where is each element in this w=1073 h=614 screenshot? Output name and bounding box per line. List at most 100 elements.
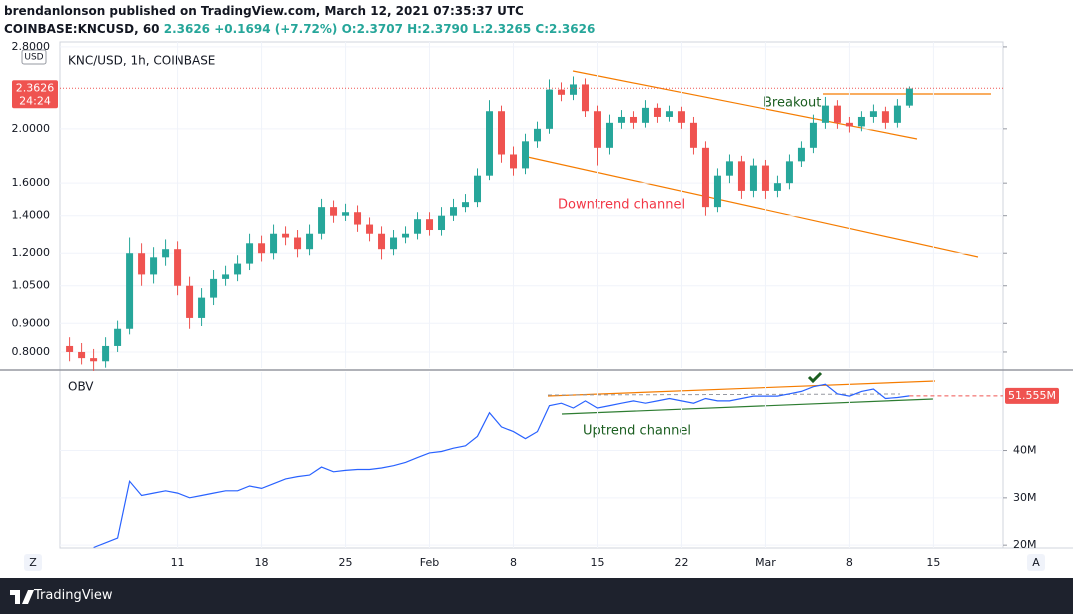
- candle-body: [198, 297, 206, 318]
- candle-body: [102, 345, 110, 362]
- candle-body: [617, 116, 625, 123]
- candle-body: [581, 84, 589, 112]
- candle-body: [318, 207, 326, 234]
- candle-body: [522, 141, 530, 169]
- button-label[interactable]: Z: [29, 556, 37, 569]
- last-value-box: [1005, 387, 1059, 404]
- candle-body: [186, 285, 194, 318]
- candle-body: [354, 212, 362, 225]
- pane-title: OBV: [68, 380, 94, 394]
- candle-body: [641, 107, 649, 123]
- trend-line: [572, 70, 918, 140]
- trend-line: [547, 393, 901, 396]
- candle-body: [869, 111, 877, 117]
- candle-body: [893, 105, 901, 123]
- candle-body: [402, 233, 410, 238]
- candle-body: [462, 202, 470, 208]
- brand: TradingView: [34, 588, 113, 603]
- annotation: Uptrend channel: [583, 424, 691, 439]
- candle-body: [378, 233, 386, 250]
- candle-body: [533, 128, 541, 142]
- candle-body: [162, 249, 170, 258]
- candle-body: [665, 111, 673, 117]
- candle-body: [114, 328, 122, 346]
- candle-body: [905, 88, 913, 106]
- candle-body: [821, 105, 829, 123]
- candle-body: [294, 237, 302, 250]
- candle-body: [629, 116, 637, 123]
- y-tick-label: 0.8000: [12, 345, 51, 358]
- candle-body: [797, 147, 805, 162]
- candle-body: [426, 219, 434, 231]
- x-tick-label: 8: [510, 556, 517, 569]
- currency: USD: [24, 53, 43, 63]
- candle-body: [677, 111, 685, 123]
- candle-body: [737, 161, 745, 191]
- button[interactable]: [1027, 554, 1045, 571]
- candle-body: [306, 233, 314, 250]
- candle-body: [773, 183, 781, 191]
- candle-body: [857, 116, 865, 127]
- candle-body: [593, 111, 601, 148]
- candle-body: [258, 243, 266, 254]
- candle-body: [557, 89, 565, 95]
- symbol: COINBASE:KNCUSD, 60: [4, 22, 160, 36]
- y-tick-label: 40M: [1013, 444, 1037, 457]
- countdown: 24:24: [19, 94, 51, 107]
- candle-body: [366, 224, 374, 234]
- candle-body: [749, 165, 757, 191]
- candle-body: [569, 84, 577, 95]
- footer-bar: TradingView: [0, 578, 1073, 614]
- candle-body: [510, 154, 518, 169]
- trend-line: [547, 380, 936, 397]
- currency-box: [21, 49, 47, 65]
- check-mark: [807, 371, 823, 384]
- candle-body: [713, 175, 721, 208]
- y-tick-label: 2.0000: [12, 122, 51, 135]
- high: H:2.3790: [407, 22, 469, 36]
- button[interactable]: [24, 554, 42, 571]
- candle-body: [486, 111, 494, 176]
- pane-title: KNC/USD, 1h, COINBASE: [68, 54, 215, 68]
- x-tick-label: Mar: [755, 556, 776, 569]
- chart: USD KNC/USD, 1h, COINBASE OBV Downtrend …: [0, 40, 1073, 571]
- x-tick-label: Feb: [420, 556, 439, 569]
- candle-body: [90, 358, 98, 362]
- candle-body: [689, 122, 697, 148]
- candle-body: [246, 243, 254, 264]
- candle-body: [330, 207, 338, 216]
- candle-body: [138, 253, 146, 275]
- x-tick-label: 22: [674, 556, 688, 569]
- change: +0.1694 (+7.72%): [214, 22, 338, 36]
- button-label[interactable]: A: [1032, 556, 1040, 569]
- candle-body: [270, 233, 278, 254]
- candle-body: [414, 219, 422, 234]
- y-tick-label: 20M: [1013, 538, 1037, 551]
- trend-line: [522, 155, 979, 258]
- x-tick-label: 8: [846, 556, 853, 569]
- candle-body: [438, 215, 446, 231]
- annotation: Downtrend channel: [558, 198, 685, 213]
- candle-body: [282, 233, 290, 238]
- close: C:2.3626: [535, 22, 596, 36]
- x-tick-label: 15: [926, 556, 940, 569]
- candle-body: [126, 253, 134, 329]
- last-value: 51.555M: [1008, 389, 1056, 402]
- candle-body: [809, 122, 817, 148]
- y-tick-label: 1.0500: [12, 279, 51, 292]
- last: 2.3626: [163, 22, 211, 36]
- candle-body: [222, 274, 230, 279]
- candle-body: [390, 237, 398, 250]
- trend-line: [561, 398, 934, 415]
- candle-body: [342, 212, 350, 216]
- candle-body: [881, 111, 889, 123]
- low: L:2.3265: [472, 22, 532, 36]
- x-tick-label: 11: [171, 556, 185, 569]
- symbol-line: COINBASE:KNCUSD, 60 2.3626 +0.1694 (+7.7…: [4, 22, 595, 36]
- y-tick-label: 1.2000: [12, 246, 51, 259]
- candle-body: [66, 345, 74, 352]
- logo: [10, 590, 34, 604]
- candle-body: [174, 249, 182, 286]
- candle-body: [605, 122, 613, 148]
- candle-body: [725, 161, 733, 176]
